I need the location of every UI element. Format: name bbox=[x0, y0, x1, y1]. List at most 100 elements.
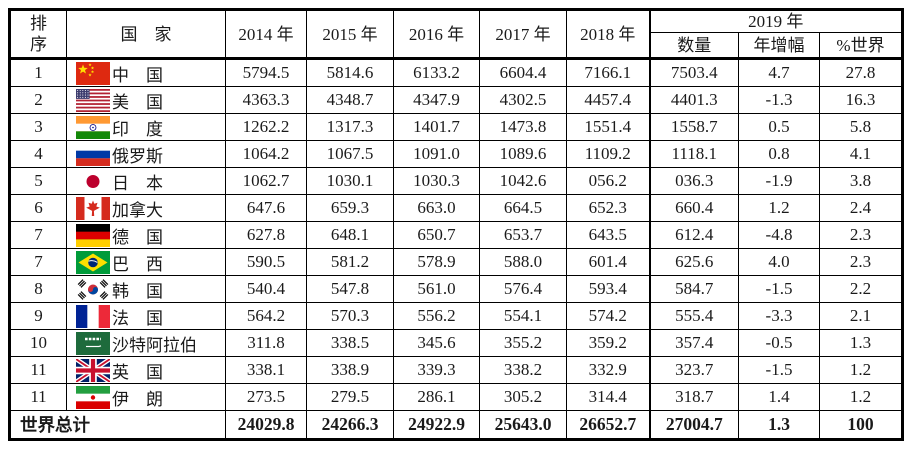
value-cell: 5794.5 bbox=[225, 57, 307, 88]
flag-iran-icon bbox=[76, 385, 110, 409]
value-cell: 318.7 bbox=[648, 383, 739, 412]
flag-brazil-icon bbox=[76, 250, 110, 274]
country-inner: 美 国 bbox=[76, 88, 225, 113]
rank-cell: 9 bbox=[9, 302, 67, 331]
country-cell: 伊 朗 bbox=[66, 383, 226, 412]
rank-cell: 10 bbox=[9, 329, 67, 358]
flag-india-icon bbox=[76, 115, 110, 139]
rank-cell: 2 bbox=[9, 86, 67, 115]
value-cell: 584.7 bbox=[648, 275, 739, 304]
value-cell: 338.5 bbox=[306, 329, 394, 358]
table-row: 9 法 国 564.2 570.3 556.2 554.1 574.2 555.4 -3.3 2… bbox=[9, 302, 903, 331]
value-cell: 4401.3 bbox=[648, 86, 739, 115]
value-cell: 1062.7 bbox=[225, 167, 307, 196]
country-inner: 韩 国 bbox=[76, 277, 225, 302]
value-cell: 0.5 bbox=[738, 113, 820, 142]
value-cell: 7166.1 bbox=[566, 57, 650, 88]
header-year-2015: 2015 年 bbox=[306, 8, 394, 60]
rank-cell: 11 bbox=[9, 356, 67, 385]
value-cell: 6133.2 bbox=[393, 57, 480, 88]
header-2019-world-share: %世界 bbox=[819, 32, 903, 60]
value-cell: 547.8 bbox=[306, 275, 394, 304]
value-cell: -1.3 bbox=[738, 86, 820, 115]
flag-japan-icon bbox=[76, 169, 110, 193]
value-cell: 2.3 bbox=[819, 248, 903, 277]
value-cell: 648.1 bbox=[306, 221, 394, 250]
value-cell: 653.7 bbox=[479, 221, 567, 250]
value-cell: 4457.4 bbox=[566, 86, 650, 115]
total-value: 25643.0 bbox=[479, 410, 567, 441]
country-name: 美 国 bbox=[112, 92, 163, 112]
value-cell: 279.5 bbox=[306, 383, 394, 412]
value-cell: 1558.7 bbox=[648, 113, 739, 142]
table-row: 1 中 国 5794.5 5814.6 6133.2 6604.4 7166.1 7503.… bbox=[9, 57, 903, 88]
flag-france-icon bbox=[76, 304, 110, 328]
value-cell: 1.2 bbox=[819, 383, 903, 412]
country-cell: 沙特阿拉伯 bbox=[66, 329, 226, 358]
header-country: 国 家 bbox=[66, 8, 226, 60]
value-cell: 625.6 bbox=[648, 248, 739, 277]
total-value: 24922.9 bbox=[393, 410, 480, 441]
value-cell: 2.4 bbox=[819, 194, 903, 223]
flag-uk-icon bbox=[76, 358, 110, 382]
header-year-2016: 2016 年 bbox=[393, 8, 480, 60]
value-cell: 4348.7 bbox=[306, 86, 394, 115]
value-cell: 660.4 bbox=[648, 194, 739, 223]
value-cell: 1067.5 bbox=[306, 140, 394, 169]
value-cell: 647.6 bbox=[225, 194, 307, 223]
country-inner: 英 国 bbox=[76, 358, 225, 383]
rank-cell: 3 bbox=[9, 113, 67, 142]
value-cell: 273.5 bbox=[225, 383, 307, 412]
header-2019-growth: 年增幅 bbox=[738, 32, 820, 60]
country-cell: 印 度 bbox=[66, 113, 226, 142]
table-row: 5 日 本 1062.7 1030.1 1030.3 1042.6 056.2 036.3-… bbox=[9, 167, 903, 196]
value-cell: 1401.7 bbox=[393, 113, 480, 142]
value-cell: 1030.3 bbox=[393, 167, 480, 196]
value-cell: 574.2 bbox=[566, 302, 650, 331]
value-cell: 16.3 bbox=[819, 86, 903, 115]
value-cell: 056.2 bbox=[566, 167, 650, 196]
value-cell: 612.4 bbox=[648, 221, 739, 250]
value-cell: 1064.2 bbox=[225, 140, 307, 169]
country-name: 沙特阿拉伯 bbox=[112, 335, 197, 355]
value-cell: 036.3 bbox=[648, 167, 739, 196]
value-cell: 4347.9 bbox=[393, 86, 480, 115]
value-cell: 555.4 bbox=[648, 302, 739, 331]
table-footer: 世界总计 24029.8 24266.3 24922.9 25643.0 266… bbox=[9, 410, 903, 441]
value-cell: 601.4 bbox=[566, 248, 650, 277]
table-row: 4 俄罗斯 1064.2 1067.5 1091.0 1089.6 1109.2 1118.… bbox=[9, 140, 903, 169]
value-cell: 1089.6 bbox=[479, 140, 567, 169]
country-name: 巴 西 bbox=[112, 254, 163, 274]
country-inner: 加拿大 bbox=[76, 196, 225, 221]
table-row: 10 沙特阿拉伯 311.8 338.5 345.6 355.2 359.2 357.4 -0… bbox=[9, 329, 903, 358]
country-name: 德 国 bbox=[112, 227, 163, 247]
total-value: 26652.7 bbox=[566, 410, 650, 441]
country-cell: 韩 国 bbox=[66, 275, 226, 304]
value-cell: 5814.6 bbox=[306, 57, 394, 88]
rank-cell: 11 bbox=[9, 383, 67, 412]
flag-korea-icon bbox=[76, 277, 110, 301]
value-cell: 554.1 bbox=[479, 302, 567, 331]
header-year-2017: 2017 年 bbox=[479, 8, 567, 60]
value-cell: 338.1 bbox=[225, 356, 307, 385]
country-inner: 巴 西 bbox=[76, 250, 225, 275]
country-inner: 日 本 bbox=[76, 169, 225, 194]
value-cell: 1473.8 bbox=[479, 113, 567, 142]
table-row: 2 美 国 4363.3 4348.7 4347.9 4302.5 4457.4 4401.3… bbox=[9, 86, 903, 115]
total-row: 世界总计 24029.8 24266.3 24922.9 25643.0 266… bbox=[9, 410, 903, 441]
value-cell: 357.4 bbox=[648, 329, 739, 358]
value-cell: 1262.2 bbox=[225, 113, 307, 142]
value-cell: 1551.4 bbox=[566, 113, 650, 142]
flag-saudi-icon bbox=[76, 331, 110, 355]
total-value: 24029.8 bbox=[225, 410, 307, 441]
table-row: 6 加拿大 647.6 659.3 663.0 664.5 652.3 660.4 1.2 2.… bbox=[9, 194, 903, 223]
header-year-2019: 2019 年 bbox=[648, 8, 903, 34]
table-row: 11 伊 朗 273.5 279.5 286.1 305.2 314.4 318.7 1.4 1… bbox=[9, 383, 903, 412]
country-cell: 英 国 bbox=[66, 356, 226, 385]
table-row: 11 英 国 338.1 338.9 339.3 338.2 332.9 323.7 -1.5… bbox=[9, 356, 903, 385]
country-name: 日 本 bbox=[112, 173, 163, 193]
country-inner: 印 度 bbox=[76, 115, 225, 140]
country-cell: 中 国 bbox=[66, 57, 226, 88]
rank-cell: 6 bbox=[9, 194, 67, 223]
table-header: 排 序 国 家 2014 年 2015 年 2016 年 2017 年 2018… bbox=[9, 8, 903, 60]
